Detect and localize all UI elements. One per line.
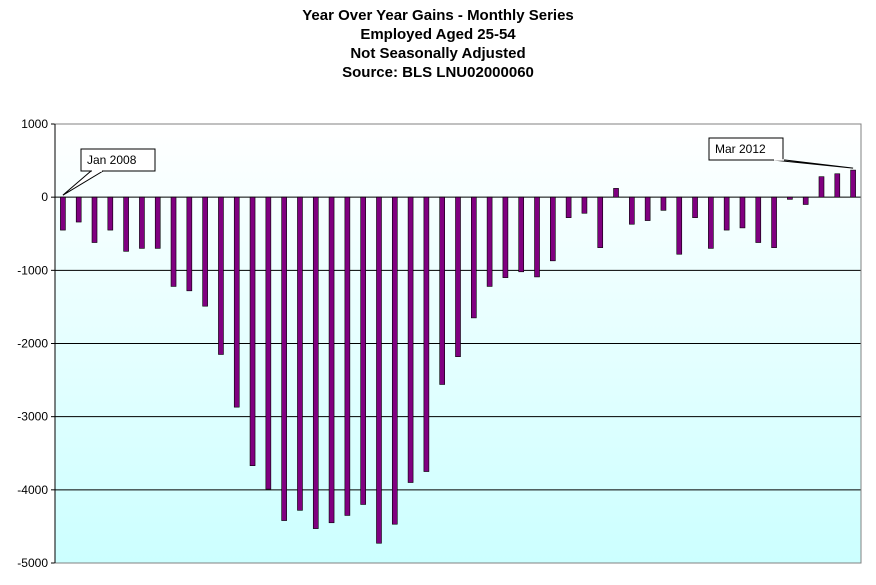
annotation-label: Jan 2008 [87,153,137,167]
bar [154,196,161,249]
bar [581,196,588,214]
bar [692,196,698,218]
bar [802,196,809,205]
bar [139,196,145,249]
title-line-3: Not Seasonally Adjusted [350,45,526,62]
annotation-callout: Jan 2008 [62,148,156,196]
y-axis: 1000 0 -1000 -2000 -3000 -4000 -5000 [17,117,862,570]
bar [644,196,651,221]
bar [391,196,398,525]
bar [723,196,730,231]
bar [218,196,224,355]
title-line-2: Employed Aged 25-54 [360,26,516,43]
y-tick-label: 1000 [21,117,48,131]
bar [123,196,129,252]
bar [486,196,493,287]
bar [328,196,335,524]
bar [170,196,177,287]
bar [265,196,272,490]
y-tick-label: -3000 [17,410,48,424]
chart-title: Year Over Year Gains - Monthly Series Em… [0,6,876,82]
bar [281,196,287,521]
bar [629,196,635,225]
bar [755,196,762,243]
bar [660,196,667,211]
bar [376,196,382,544]
bars [60,169,856,544]
annotation-label: Mar 2012 [715,142,766,156]
bar [676,196,683,255]
annotations: Jan 2008 Mar 2012 [62,137,854,196]
bar [739,196,746,229]
bar [850,169,856,198]
bar [708,196,714,249]
bar [107,196,114,231]
y-tick-label: -5000 [17,556,48,570]
bar [249,196,256,466]
bar [60,196,66,231]
bar [439,196,445,385]
bar [471,196,477,319]
bar [613,188,619,198]
y-tick-label: 0 [41,190,48,204]
bar [518,196,525,273]
callout-box [708,137,784,161]
bar [91,196,98,243]
bar [423,196,430,472]
bar [297,196,303,511]
bar [312,196,319,529]
y-tick-label: -2000 [17,337,48,351]
bar [550,196,556,262]
bar [834,173,841,198]
annotation-callout: Mar 2012 [708,137,854,169]
bar [787,196,793,200]
bar [186,196,193,292]
bar [233,196,240,408]
bar [202,196,208,307]
bar [534,196,540,278]
bar [360,196,366,505]
title-line-1: Year Over Year Gains - Monthly Series [302,7,574,24]
bar [455,196,461,357]
bar [818,176,825,198]
bar [75,196,82,223]
bar [502,196,509,278]
bar [597,196,604,248]
callout-box [80,148,156,172]
y-tick-label: -4000 [17,483,48,497]
bar [344,196,351,516]
title-line-4: Source: BLS LNU02000060 [342,64,534,81]
bar [771,196,777,248]
y-tick-label: -1000 [17,263,48,277]
bar [565,196,572,218]
bar [407,196,414,483]
